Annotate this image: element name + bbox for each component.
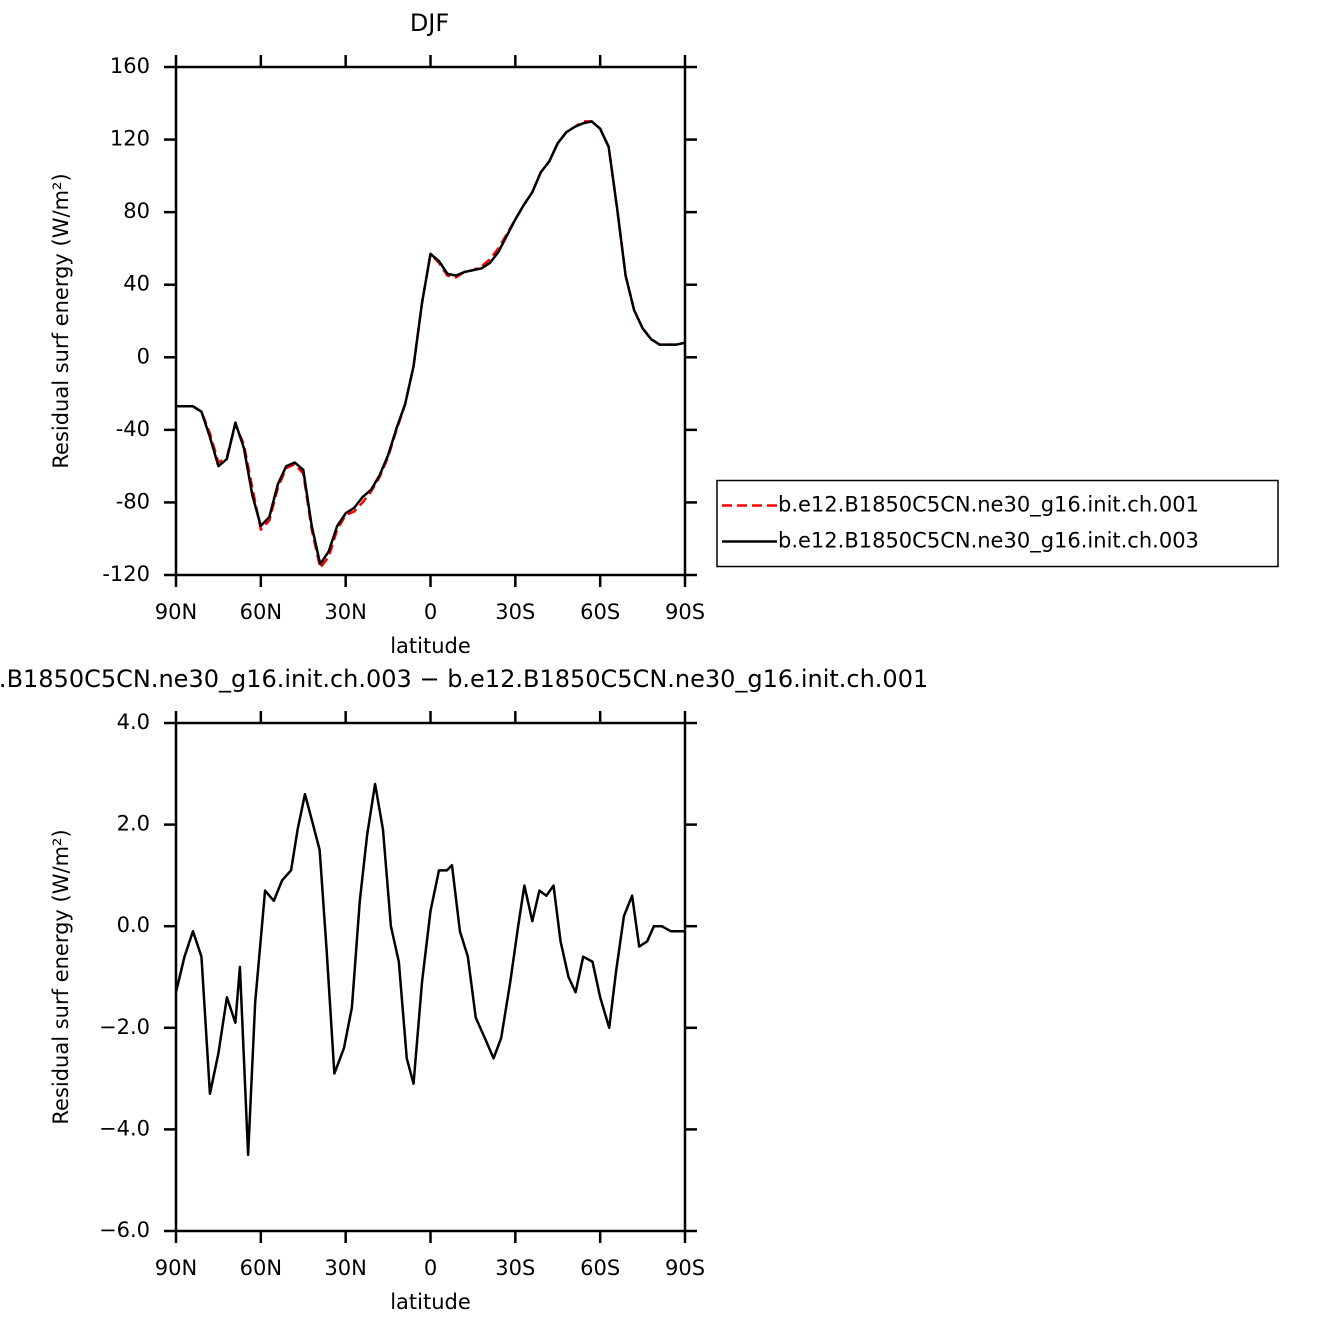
- plot-frame: [174, 65, 687, 577]
- x-axis-label: latitude: [390, 1290, 471, 1314]
- y-tick-label: −4.0: [99, 1116, 150, 1140]
- x-tick-label: 60S: [580, 1256, 620, 1280]
- x-tick-label: 90N: [155, 1256, 197, 1280]
- x-tick-label: 60N: [240, 600, 282, 624]
- y-tick-label: −6.0: [99, 1218, 150, 1242]
- legend-label: b.e12.B1850C5CN.ne30_g16.init.ch.001: [778, 493, 1199, 518]
- data-line: [174, 782, 685, 1157]
- plot-frame: [174, 721, 687, 1233]
- legend-box: [716, 479, 1279, 568]
- x-tick-label: 0: [424, 600, 437, 624]
- x-tick-label: 60N: [240, 1256, 282, 1280]
- y-axis-label: Residual surf energy (W/m²): [49, 829, 73, 1124]
- y-tick-label: -40: [116, 417, 150, 441]
- x-axis-label: latitude: [390, 634, 471, 658]
- y-tick-label: 40: [123, 272, 150, 296]
- y-tick-label: −2.0: [99, 1015, 150, 1039]
- data-line: [176, 120, 686, 566]
- chart-title: b.e12.B1850C5CN.ne30_g16.init.ch.003 − b…: [0, 665, 928, 693]
- chart-title: DJF: [410, 9, 449, 37]
- x-tick-label: 30S: [495, 1256, 535, 1280]
- x-tick-label: 90S: [665, 600, 705, 624]
- x-tick-label: 30S: [495, 600, 535, 624]
- y-tick-label: 2.0: [117, 812, 150, 836]
- y-tick-label: 160: [110, 54, 150, 78]
- data-line: [176, 120, 686, 569]
- y-tick-label: 0: [137, 344, 150, 368]
- x-tick-label: 0: [424, 1256, 437, 1280]
- y-tick-label: 4.0: [117, 710, 150, 734]
- y-tick-label: 80: [123, 199, 150, 223]
- legend-label: b.e12.B1850C5CN.ne30_g16.init.ch.003: [778, 529, 1199, 554]
- y-axis-label: Residual surf energy (W/m²): [49, 173, 73, 468]
- y-tick-label: 120: [110, 127, 150, 151]
- y-tick-label: 0.0: [117, 913, 150, 937]
- y-tick-label: -80: [116, 489, 150, 513]
- x-tick-label: 90S: [665, 1256, 705, 1280]
- x-tick-label: 30N: [324, 1256, 366, 1280]
- x-tick-label: 30N: [324, 600, 366, 624]
- x-tick-label: 60S: [580, 600, 620, 624]
- y-tick-label: -120: [102, 562, 150, 586]
- x-tick-label: 90N: [155, 600, 197, 624]
